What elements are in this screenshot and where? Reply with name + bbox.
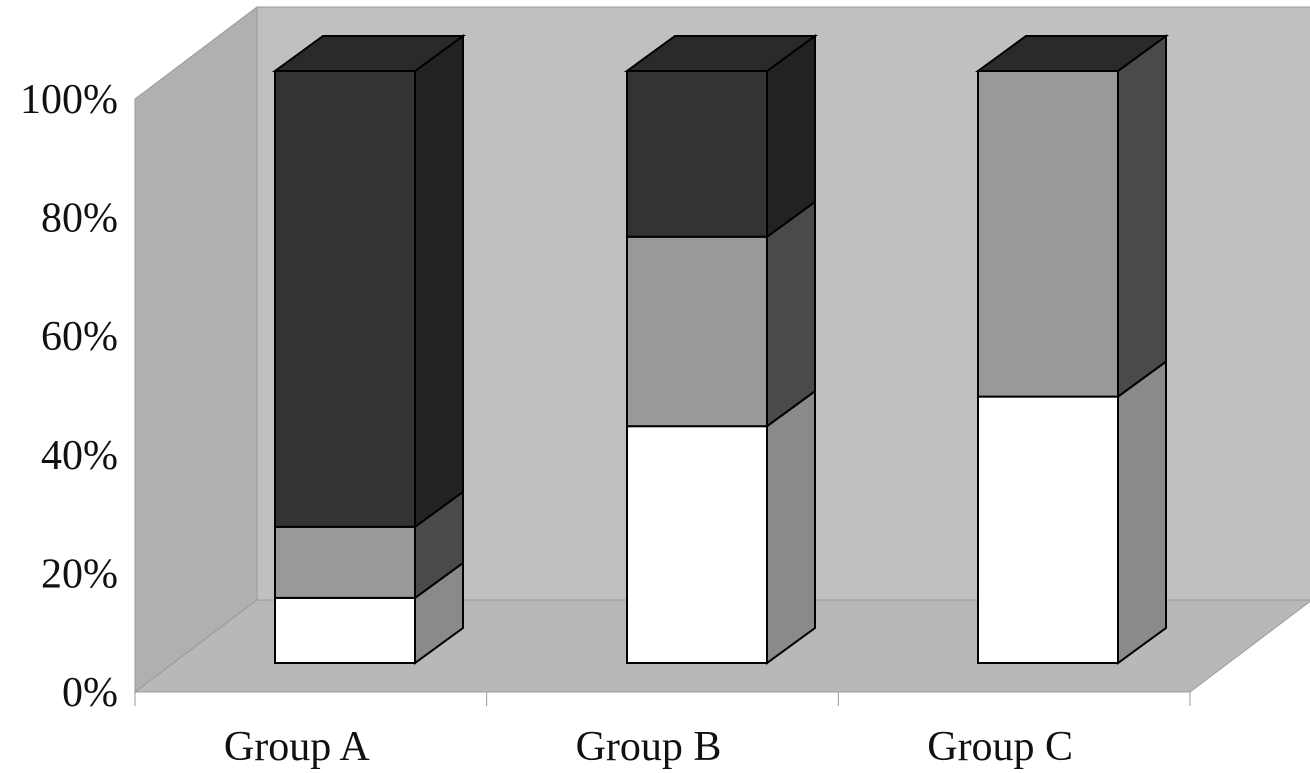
y-tick-label: 0% (62, 670, 118, 716)
bar-stack (271, 34, 467, 665)
bar-segment-side (766, 389, 816, 665)
y-tick-label: 80% (41, 196, 118, 242)
x-category-label: Group B (576, 724, 722, 770)
bar-segment (274, 70, 416, 528)
bar-top (623, 35, 819, 72)
bar-segment (977, 395, 1119, 664)
bar-top (271, 35, 467, 72)
y-tick-label: 20% (41, 551, 118, 597)
bars (271, 34, 1170, 665)
bar-segment (626, 235, 768, 428)
y-axis-tick-labels: 0% 20% 40% 60% 80% 100% (20, 77, 118, 716)
bar-segment-side (414, 34, 464, 529)
bar-segment (626, 70, 768, 238)
side-wall (134, 5, 258, 694)
x-axis-category-labels: Group A Group B Group C (224, 724, 1073, 770)
bar-segment-side (1117, 359, 1167, 665)
bar-segment (977, 70, 1119, 398)
bar-stack (623, 34, 819, 665)
y-tick-label: 100% (20, 77, 118, 123)
bar-stack (974, 34, 1170, 665)
x-category-label: Group A (224, 724, 371, 770)
x-category-label: Group C (927, 724, 1073, 770)
bar-segment (274, 525, 416, 599)
y-tick-label: 60% (41, 314, 118, 360)
bar-segment-side (766, 199, 816, 429)
y-tick-label: 40% (41, 433, 118, 479)
bar-segment (274, 596, 416, 665)
bar-top (974, 35, 1170, 72)
bar-segment-side (1117, 34, 1167, 399)
bar-segment (626, 425, 768, 665)
